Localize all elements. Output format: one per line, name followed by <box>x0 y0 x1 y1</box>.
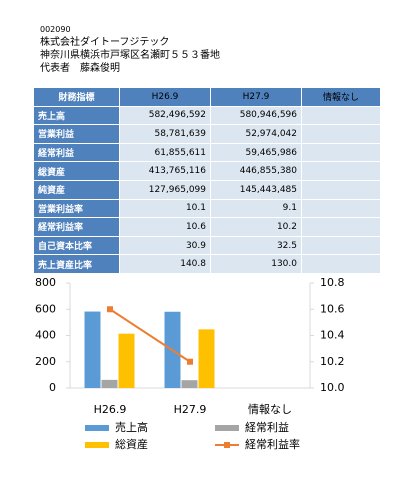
company-header: 002090 株式会社ダイトーフジテック 神奈川県横浜市戸塚区名瀬町５５３番地 … <box>40 23 220 75</box>
y2-tick-label: 10.4 <box>320 329 345 342</box>
chart: 0 200 400 600 800 10.0 10.2 10.4 10.6 10.8 H26.9 H2… <box>35 276 345 451</box>
cell: 145,443,485 <box>210 179 302 200</box>
cell: 127,965,099 <box>119 179 211 200</box>
cell: 61,855,611 <box>119 142 211 163</box>
cell <box>301 254 381 274</box>
cell: 30.9 <box>119 235 211 256</box>
cell: 59,465,986 <box>210 142 302 163</box>
cell <box>301 142 381 163</box>
cell: 10.2 <box>210 217 302 237</box>
y2-tick-label: 10.8 <box>320 276 345 289</box>
table-row: 自己資本比率 30.9 32.5 <box>33 235 381 256</box>
table-row: 営業利益 58,781,639 52,974,042 <box>33 124 381 144</box>
cell: 446,855,380 <box>210 161 302 181</box>
y-tick-label: 600 <box>35 302 56 315</box>
table-row: 経常利益 61,855,611 59,465,986 <box>33 142 381 163</box>
row-label: 売上高 <box>33 105 120 126</box>
bar <box>181 380 198 388</box>
table-row: 売上高 582,496,592 580,946,596 <box>33 105 381 126</box>
legend-swatch <box>224 442 230 448</box>
table-row: 売上資産比率 140.8 130.0 <box>33 254 381 274</box>
bar <box>118 333 135 388</box>
row-label: 営業利益 <box>33 124 120 144</box>
x-tick-label: 情報なし <box>248 403 292 416</box>
company-name: 株式会社ダイトーフジテック <box>40 37 170 48</box>
cell <box>301 198 381 219</box>
cell: 52,974,042 <box>210 124 302 144</box>
y-tick-label: 0 <box>49 381 56 394</box>
bar <box>198 329 215 388</box>
company-representative: 代表者 藤森俊明 <box>40 63 120 74</box>
cell <box>301 179 381 200</box>
table-row: 営業利益率 10.1 9.1 <box>33 198 381 219</box>
table-row: 純資産 127,965,099 145,443,485 <box>33 179 381 200</box>
line-marker <box>187 358 193 365</box>
y2-tick-label: 10.0 <box>320 381 345 394</box>
legend-label: 経常利益 <box>245 420 289 434</box>
cell: 130.0 <box>210 254 302 274</box>
legend-swatch <box>85 442 109 448</box>
legend-swatch <box>85 425 109 431</box>
table-row: 総資産 413,765,116 446,855,380 <box>33 161 381 181</box>
cell: 413,765,116 <box>119 161 211 181</box>
y2-tick-label: 10.6 <box>320 302 345 315</box>
row-label: 経常利益率 <box>33 217 120 237</box>
x-tick-label: H27.9 <box>174 403 207 416</box>
cell <box>301 161 381 181</box>
row-label: 売上資産比率 <box>33 254 120 274</box>
company-code: 002090 <box>40 25 71 34</box>
cell: 10.1 <box>119 198 211 219</box>
cell <box>301 217 381 237</box>
row-label: 自己資本比率 <box>33 235 120 256</box>
header-cell: 財務指標 <box>33 87 120 107</box>
cell <box>301 235 381 256</box>
bar <box>101 379 118 388</box>
cell: 582,496,592 <box>119 105 211 126</box>
cell: 580,946,596 <box>210 105 302 126</box>
header-cell: 情報なし <box>301 87 381 107</box>
row-label: 総資産 <box>33 161 120 181</box>
header-cell: H27.9 <box>210 87 302 107</box>
bar <box>84 311 101 388</box>
cell: 9.1 <box>210 198 302 219</box>
legend-label: 経常利益率 <box>245 437 300 451</box>
line <box>109 308 191 363</box>
row-label: 純資産 <box>33 179 120 200</box>
cell <box>301 105 381 126</box>
header-row: 財務指標 H26.9 H27.9 情報なし <box>33 87 381 107</box>
y-tick-label: 800 <box>35 276 56 289</box>
row-label: 営業利益率 <box>33 198 120 219</box>
y-tick-label: 400 <box>35 329 56 342</box>
y2-tick-label: 10.2 <box>320 355 345 368</box>
cell <box>301 124 381 144</box>
legend-swatch <box>215 425 239 431</box>
y-tick-label: 200 <box>35 355 56 368</box>
financial-table: 財務指標 H26.9 H27.9 情報なし 売上高 582,496,592 580,946,… <box>33 87 381 274</box>
cell: 58,781,639 <box>119 124 211 144</box>
company-address: 神奈川県横浜市戸塚区名瀬町５５３番地 <box>40 50 220 61</box>
row-label: 経常利益 <box>33 142 120 163</box>
line-marker <box>107 306 113 313</box>
legend-label: 総資産 <box>115 437 148 451</box>
cell: 10.6 <box>119 217 211 237</box>
cell: 32.5 <box>210 235 302 256</box>
table-row: 経常利益率 10.6 10.2 <box>33 217 381 237</box>
header-cell: H26.9 <box>119 87 211 107</box>
cell: 140.8 <box>119 254 211 274</box>
x-tick-label: H26.9 <box>94 403 127 416</box>
legend-label: 売上高 <box>115 420 148 434</box>
